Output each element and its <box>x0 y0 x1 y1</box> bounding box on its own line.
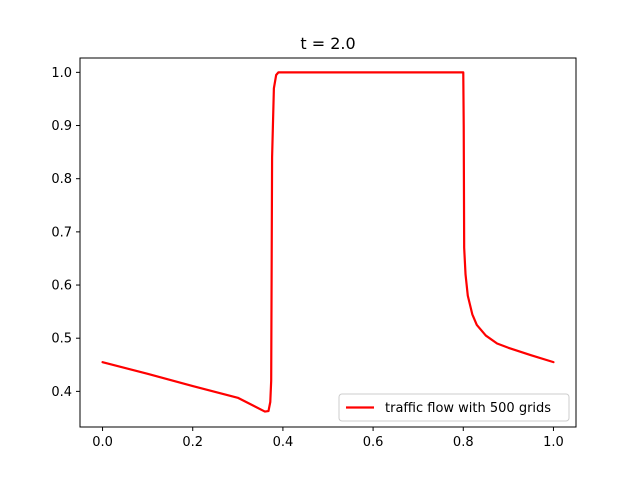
x-tick-label: 1.0 <box>543 435 564 450</box>
x-tick-label: 0.0 <box>92 435 113 450</box>
y-axis: 0.4 0.5 0.6 0.7 0.8 0.9 1.0 <box>51 66 80 400</box>
series-line-0 <box>101 71 555 413</box>
y-tick-label: 0.5 <box>51 332 72 347</box>
legend-box <box>338 393 570 422</box>
x-tick-label: 0.2 <box>182 435 203 450</box>
legend: traffic flow with 500 grids <box>338 393 570 422</box>
x-tick-label: 0.8 <box>453 435 474 450</box>
x-tick-label: 0.6 <box>363 435 384 450</box>
legend-label: traffic flow with 500 grids <box>385 401 551 416</box>
x-tick-label: 0.4 <box>273 435 294 450</box>
chart-title: t = 2.0 <box>300 34 355 53</box>
y-tick-label: 0.9 <box>51 119 72 134</box>
y-tick-label: 0.7 <box>51 225 72 240</box>
y-tick-label: 0.4 <box>51 385 72 400</box>
y-tick-label: 0.6 <box>51 279 72 294</box>
x-axis: 0.0 0.2 0.4 0.6 0.8 1.0 <box>92 427 564 450</box>
series-layer <box>101 71 555 413</box>
y-tick-label: 0.8 <box>51 172 72 187</box>
y-tick-label: 1.0 <box>51 66 72 81</box>
plot-frame <box>79 57 577 428</box>
